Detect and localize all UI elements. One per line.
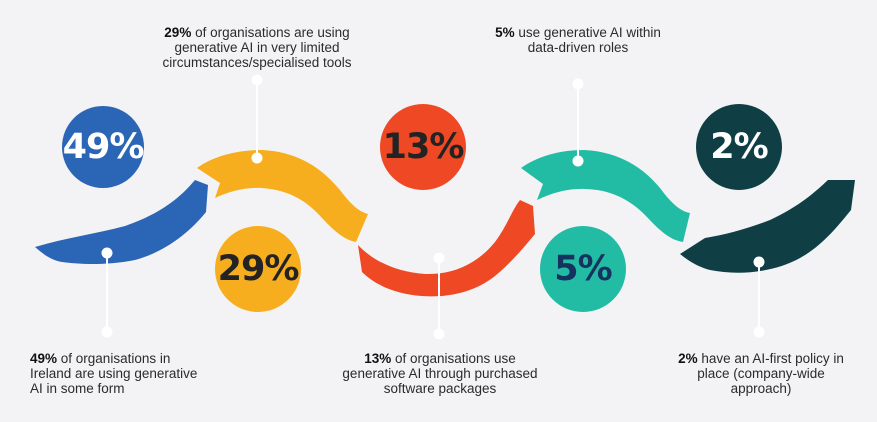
stat-label-line: use generative AI within <box>514 25 661 40</box>
stat-label-49: 49% of organisations in Ireland are usin… <box>30 351 197 396</box>
stat-label-line: approach) <box>730 381 792 396</box>
wave-segment-yellow <box>197 150 368 242</box>
stat-circle-2: 2% <box>696 104 782 190</box>
stat-label-line: AI in some form <box>30 381 125 396</box>
stat-label-bold: 29% <box>164 25 192 40</box>
stat-circle-49: 49% <box>62 106 144 188</box>
stat-circle-13: 13% <box>380 104 466 190</box>
stat-label-bold: 5% <box>495 25 515 40</box>
wave-segment-dark-teal <box>680 180 855 273</box>
wave-segment-teal <box>521 150 690 242</box>
stat-label-line: circumstances/specialised tools <box>162 55 352 70</box>
stat-label-2: 2% have an AI-first policy in place (com… <box>652 351 870 396</box>
stat-label-line: have an AI-first policy in <box>697 351 844 366</box>
stat-label-line: place (company-wide <box>697 366 825 381</box>
stat-label-bold: 2% <box>678 351 698 366</box>
stat-label-29: 29% of organisations are using generativ… <box>138 25 376 70</box>
stat-circle-5: 5% <box>540 226 626 312</box>
stat-label-line: Ireland are using generative <box>30 366 198 381</box>
stat-circle-29: 29% <box>215 226 301 312</box>
stat-label-5: 5% use generative AI within data-driven … <box>470 25 686 55</box>
stat-label-line: generative AI through purchased <box>342 366 538 381</box>
wave-segment-blue <box>35 180 208 264</box>
stat-label-bold: 13% <box>364 351 392 366</box>
stat-label-line: software packages <box>383 381 497 396</box>
stat-label-line: generative AI in very limited <box>174 40 340 55</box>
stat-label-13: 13% of organisations use generative AI t… <box>318 351 562 396</box>
stat-label-line: of organisations in <box>57 351 171 366</box>
stat-label-bold: 49% <box>30 351 58 366</box>
stat-label-line: data-driven roles <box>527 40 629 55</box>
stat-label-line: of organisations are using <box>191 25 350 40</box>
wave-segment-red <box>358 200 535 297</box>
stat-label-line: of organisations use <box>391 351 516 366</box>
